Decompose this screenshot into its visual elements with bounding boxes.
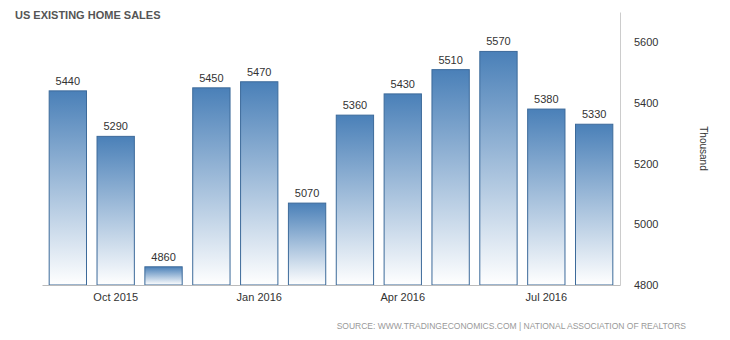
x-tick: Oct 2015: [93, 291, 138, 303]
x-tick: Jul 2016: [526, 291, 568, 303]
x-tick-label: Oct 2015: [93, 291, 138, 303]
bar: [384, 94, 421, 285]
source: SOURCE: WWW.TRADINGECONOMICS.COM | NATIO…: [337, 321, 687, 331]
data-label: 4860: [151, 251, 175, 263]
y-tick: 5200: [620, 158, 658, 170]
y-axis: 4800 5000 5200 5400 5600: [620, 13, 658, 292]
bar: [49, 91, 86, 285]
bar: [336, 115, 373, 285]
bar: [528, 109, 565, 285]
bars: [49, 51, 613, 285]
x-axis-line: [43, 285, 621, 286]
y-tick-label: 5000: [634, 218, 658, 230]
data-label: 5510: [438, 54, 462, 66]
data-label: 5380: [534, 93, 558, 105]
x-tick-label: Jan 2016: [237, 291, 282, 303]
bar: [97, 136, 134, 285]
data-label: 5330: [582, 108, 606, 120]
y-tick-label: 4800: [634, 279, 658, 291]
x-axis: Oct 2015 Jan 2016 Apr 2016 Jul 2016: [43, 286, 621, 303]
x-tick: Jan 2016: [237, 291, 282, 303]
bar: [145, 267, 182, 285]
data-labels: 5440 5290 4860 5450 5470 5070 5360 5430 5510 5570…: [56, 35, 607, 262]
y-tick: 5400: [620, 97, 658, 109]
y-axis-line: [620, 13, 621, 286]
x-tick-label: Jul 2016: [526, 291, 568, 303]
bar: [432, 70, 469, 285]
bar: [480, 51, 517, 285]
title: US EXISTING HOME SALES: [15, 9, 160, 21]
data-label: 5450: [199, 72, 223, 84]
data-label: 5070: [295, 187, 319, 199]
y-tick: 4800: [620, 279, 658, 291]
data-label: 5360: [343, 99, 367, 111]
bar: [288, 203, 325, 285]
bar: [241, 82, 278, 285]
data-label: 5470: [247, 66, 271, 78]
y-tick-label: 5200: [634, 158, 658, 170]
x-tick-label: Apr 2016: [380, 291, 425, 303]
y-tick-label: 5600: [634, 36, 658, 48]
data-label: 5570: [486, 35, 510, 47]
chart: US EXISTING HOME SALES544052904860545054…: [0, 0, 730, 340]
bar: [193, 88, 230, 285]
bar: [576, 124, 613, 285]
data-label: 5430: [391, 78, 415, 90]
y-tick: 5000: [620, 218, 658, 230]
x-tick: Apr 2016: [380, 291, 425, 303]
data-label: 5440: [56, 75, 80, 87]
y-tick: 5600: [620, 36, 658, 48]
y-axis-title: Thousand: [698, 126, 709, 170]
y-tick-label: 5400: [634, 97, 658, 109]
data-label: 5290: [103, 120, 127, 132]
